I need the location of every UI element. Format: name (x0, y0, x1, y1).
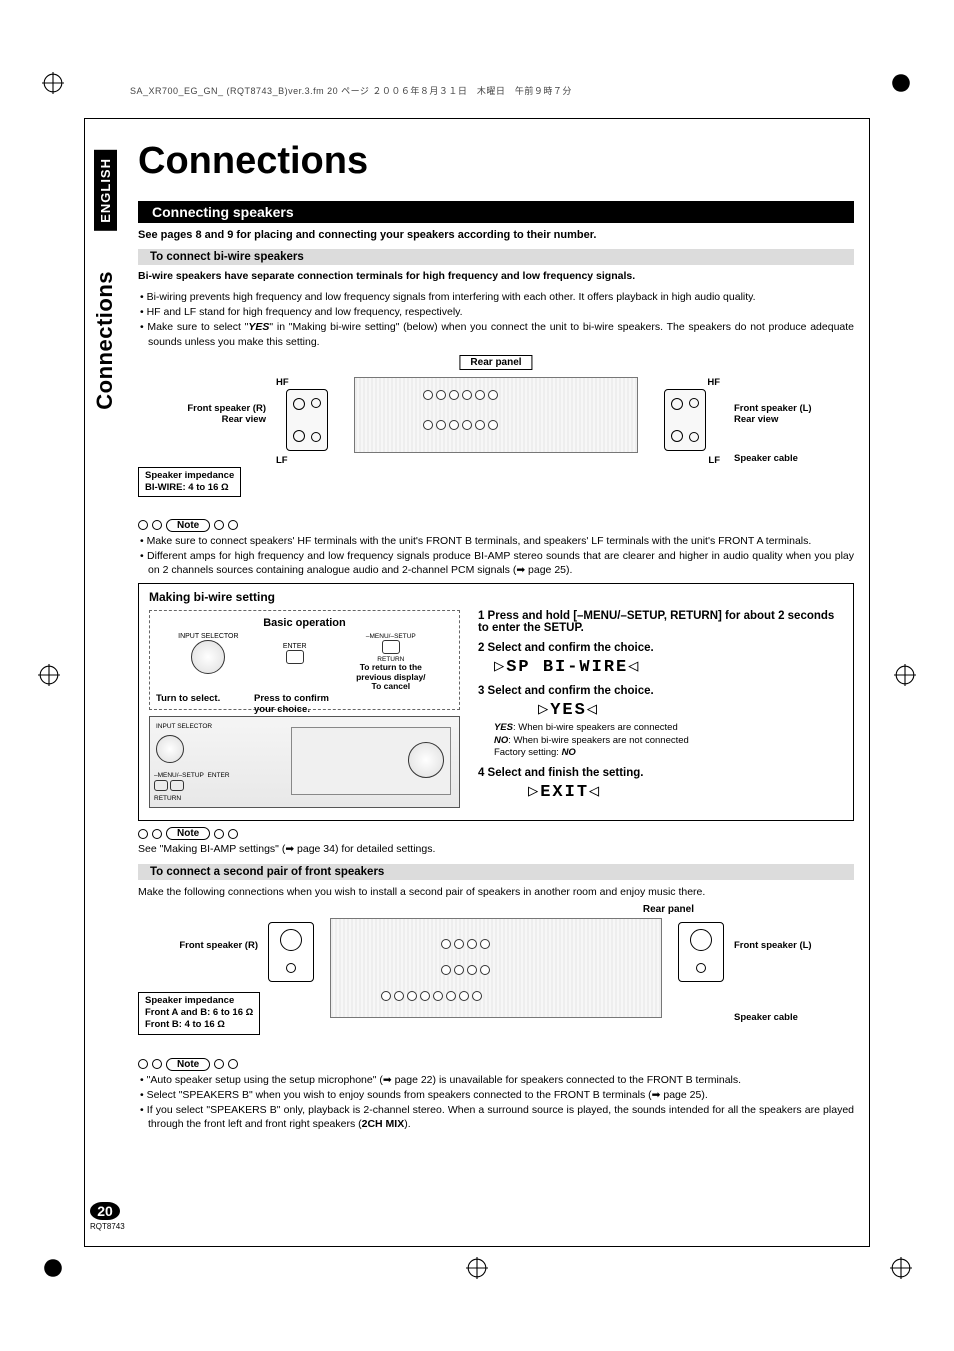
impedance-box: Speaker impedance Front A and B: 6 to 16… (138, 992, 260, 1035)
rear-panel-label: Rear panel (459, 355, 532, 370)
front-speaker-r-label: Front speaker (R)Rear view (146, 403, 266, 425)
step-4: 4 Select and finish the setting. (478, 767, 843, 779)
input-selector-label: INPUT SELECTOR (178, 633, 238, 640)
note-heading: Note (138, 1058, 854, 1071)
receiver-unit-icon: INPUT SELECTOR –MENU/–SETUP ENTER RETURN (149, 716, 460, 808)
second-pair-subheading: To connect a second pair of front speake… (138, 864, 854, 880)
knob-icon (191, 640, 225, 674)
section-tab: Connections (92, 271, 118, 410)
enter-label: ENTER (207, 772, 229, 779)
enter-label: ENTER (283, 643, 307, 650)
speaker-terminal-icon (664, 389, 706, 451)
second-pair-lead: Make the following connections when you … (138, 885, 854, 899)
speaker-terminal-icon (678, 922, 724, 982)
front-speaker-r-label: Front speaker (R) (138, 940, 258, 951)
bullet-text: HF and LF stand for high frequency and l… (138, 305, 854, 319)
display-text: ▷SP BI-WIRE◁ (494, 656, 843, 677)
menu-label: –MENU/–SETUP (154, 772, 204, 779)
biwire-setting-title: Making bi-wire setting (149, 590, 843, 604)
note-bullet: "Auto speaker setup using the setup micr… (138, 1073, 854, 1087)
return-instruction: To return to the previous display/ To ca… (351, 663, 431, 691)
basic-operation-box: Basic operation INPUT SELECTOR ENTER (149, 610, 460, 710)
rear-panel-label: Rear panel (643, 904, 694, 915)
biwire-setting-box: Making bi-wire setting Basic operation I… (138, 583, 854, 821)
intro-text: See pages 8 and 9 for placing and connec… (138, 229, 854, 241)
doc-code: RQT8743 (90, 1222, 120, 1231)
page-number: 20 (90, 1202, 120, 1220)
menu-button-icon (154, 780, 168, 791)
step-2: 2 Select and confirm the choice. (478, 642, 843, 654)
page-frame-bottom (84, 1246, 870, 1247)
step-3: 3 Select and confirm the choice. (478, 685, 843, 697)
crop-mark-icon (38, 664, 60, 686)
page-frame-top (84, 118, 870, 119)
biwire-lead: Bi-wire speakers have separate connectio… (138, 270, 854, 282)
speaker-cable-label: Speaker cable (734, 1012, 854, 1023)
rear-panel-icon (354, 377, 638, 453)
page-number-badge: 20 RQT8743 (90, 1202, 120, 1231)
hf-label: HF (276, 377, 289, 388)
impedance-box: Speaker impedance BI-WIRE: 4 to 16 Ω (138, 467, 241, 498)
page-frame-right (869, 118, 870, 1247)
crop-mark-icon (42, 72, 64, 94)
receiver-front-icon (291, 727, 451, 795)
bullet-text: Make sure to select "YES" in "Making bi-… (138, 320, 854, 348)
step-1: 1 Press and hold [–MENU/–SETUP, RETURN] … (478, 610, 843, 634)
menu-button-icon (382, 640, 400, 654)
page-title: Connections (138, 140, 854, 183)
note-heading: Note (138, 827, 854, 840)
language-tab: ENGLISH (94, 150, 117, 231)
basic-operation-title: Basic operation (156, 617, 453, 629)
speaker-cable-label: Speaker cable (734, 453, 854, 464)
rear-panel-icon (330, 918, 662, 1018)
biwire-subheading: To connect bi-wire speakers (138, 249, 854, 265)
display-text: ▷EXIT◁ (528, 781, 843, 802)
menu-label: –MENU/–SETUP (351, 633, 431, 640)
enter-button-icon (170, 780, 184, 791)
factory-setting: Factory setting: NO (494, 747, 843, 759)
page-frame-left (84, 118, 85, 1247)
note-bullet: Select "SPEAKERS B" when you wish to enj… (138, 1088, 854, 1102)
enter-button-icon (286, 650, 304, 664)
return-label: RETURN (154, 795, 181, 802)
note-bullet: Make sure to connect speakers' HF termin… (138, 534, 854, 548)
crop-mark-icon (890, 72, 912, 94)
note-bullet: Different amps for high frequency and lo… (138, 549, 854, 577)
front-speaker-l-label: Front speaker (L)Rear view (734, 403, 854, 425)
bullet-text: Bi-wiring prevents high frequency and lo… (138, 290, 854, 304)
crop-mark-icon (894, 664, 916, 686)
front-speaker-l-label: Front speaker (L) (734, 940, 854, 951)
lf-label: LF (708, 455, 720, 466)
knob-icon (156, 735, 184, 763)
note-heading: Note (138, 519, 854, 532)
note-text: See "Making BI-AMP settings" (➡ page 34)… (138, 842, 854, 856)
input-selector-label: INPUT SELECTOR (156, 723, 212, 730)
yes-option: YES: When bi-wire speakers are connected (494, 722, 843, 734)
turn-instruction: Turn to select. (156, 693, 236, 715)
file-meta-header: SA_XR700_EG_GN_ (RQT8743_B)ver.3.fm 20 ペ… (130, 84, 572, 97)
speaker-terminal-icon (286, 389, 328, 451)
speaker-terminal-icon (268, 922, 314, 982)
press-instruction: Press to confirm your choice. (254, 693, 334, 715)
hf-label: HF (707, 377, 720, 388)
note-bullet: If you select "SPEAKERS B" only, playbac… (138, 1103, 854, 1131)
crop-mark-icon (890, 1257, 912, 1279)
display-text: ▷YES◁ (538, 699, 843, 720)
crop-mark-icon (466, 1257, 488, 1279)
no-option: NO: When bi-wire speakers are not connec… (494, 735, 843, 747)
crop-mark-icon (42, 1257, 64, 1279)
connecting-speakers-heading: Connecting speakers (138, 201, 854, 223)
lf-label: LF (276, 455, 288, 466)
